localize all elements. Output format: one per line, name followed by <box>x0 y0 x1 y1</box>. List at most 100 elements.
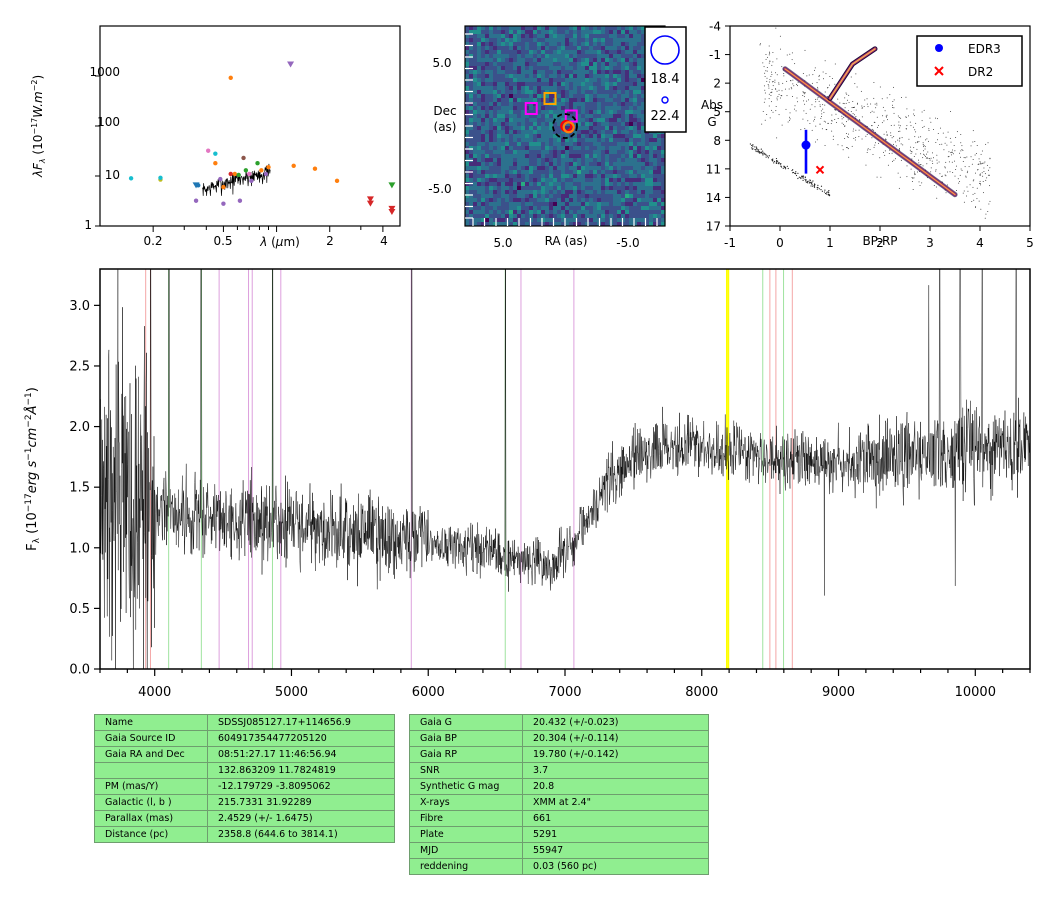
image-pixel <box>573 122 578 127</box>
image-pixel <box>641 94 646 99</box>
hr-field-star <box>808 74 810 76</box>
image-pixel <box>473 78 478 83</box>
image-pixel <box>549 214 554 219</box>
image-pixel <box>593 126 598 131</box>
image-pixel <box>489 162 494 167</box>
image-pixel <box>549 74 554 79</box>
hr-field-star <box>891 152 893 154</box>
image-pixel <box>569 158 574 163</box>
hr-field-star <box>843 103 845 105</box>
image-pixel <box>481 158 486 163</box>
hr-field-star <box>779 35 781 37</box>
image-pixel <box>613 82 618 87</box>
hr-wd-star <box>772 158 774 160</box>
image-pixel <box>601 54 606 59</box>
image-pixel <box>617 214 622 219</box>
image-pixel <box>609 190 614 195</box>
image-pixel <box>541 122 546 127</box>
image-pixel <box>537 194 542 199</box>
image-pixel <box>625 94 630 99</box>
image-pixel <box>517 178 522 183</box>
hr-field-star <box>983 162 985 164</box>
image-pixel <box>589 142 594 147</box>
image-pixel <box>473 66 478 71</box>
hr-field-star <box>884 150 886 152</box>
hr-field-star <box>898 121 900 123</box>
image-pixel <box>561 206 566 211</box>
sed-ytick-100: 100 <box>97 115 120 129</box>
image-pixel <box>565 58 570 63</box>
image-pixel <box>473 50 478 55</box>
image-pixel <box>601 162 606 167</box>
table-value: 55947 <box>522 842 709 859</box>
hr-field-star <box>914 171 916 173</box>
image-pixel <box>605 218 610 223</box>
image-pixel <box>577 190 582 195</box>
image-pixel <box>641 66 646 71</box>
image-pixel <box>641 222 646 226</box>
image-pixel <box>633 90 638 95</box>
image-pixel <box>537 78 542 83</box>
image-pixel <box>629 206 634 211</box>
image-pixel <box>525 54 530 59</box>
image-pixel <box>549 198 554 203</box>
image-pixel <box>525 38 530 43</box>
image-ytick-top: 5.0 <box>432 56 451 70</box>
image-pixel <box>565 114 570 119</box>
image-pixel <box>561 102 566 107</box>
image-pixel <box>533 58 538 63</box>
image-pixel <box>613 218 618 223</box>
hr-field-star <box>797 81 799 83</box>
image-pixel <box>525 138 530 143</box>
image-pixel <box>481 154 486 159</box>
image-pixel <box>573 50 578 55</box>
image-pixel <box>537 122 542 127</box>
image-pixel <box>537 174 542 179</box>
image-pixel <box>613 170 618 175</box>
image-pixel <box>549 86 554 91</box>
hr-field-star <box>924 146 926 148</box>
hr-field-star <box>937 133 939 135</box>
image-pixel <box>529 134 534 139</box>
image-pixel <box>577 50 582 55</box>
image-pixel <box>641 90 646 95</box>
image-pixel <box>505 150 510 155</box>
image-pixel <box>597 194 602 199</box>
image-pixel <box>589 30 594 35</box>
image-pixel <box>593 194 598 199</box>
image-pixel <box>597 166 602 171</box>
image-pixel <box>477 42 482 47</box>
image-pixel <box>481 186 486 191</box>
image-pixel <box>521 218 526 223</box>
image-pixel <box>469 42 474 47</box>
image-pixel <box>613 150 618 155</box>
image-pixel <box>645 210 650 215</box>
image-pixel <box>645 134 650 139</box>
sed-point <box>266 164 271 170</box>
image-pixel <box>541 134 546 139</box>
image-pixel <box>601 206 606 211</box>
image-pixel <box>509 190 514 195</box>
image-pixel <box>545 218 550 223</box>
image-pixel <box>573 94 578 99</box>
image-pixel <box>593 186 598 191</box>
hr-wd-star <box>811 181 813 183</box>
image-pixel <box>581 166 586 171</box>
image-pixel <box>529 214 534 219</box>
image-pixel <box>641 50 646 55</box>
image-pixel <box>633 26 638 31</box>
image-pixel <box>565 210 570 215</box>
image-pixel <box>621 34 626 39</box>
hr-field-star <box>863 106 865 108</box>
hr-field-star <box>765 70 767 72</box>
image-pixel <box>621 130 626 135</box>
image-pixel <box>557 222 562 226</box>
image-pixel <box>573 150 578 155</box>
image-pixel <box>541 58 546 63</box>
image-pixel <box>521 54 526 59</box>
image-pixel <box>577 130 582 135</box>
image-pixel <box>617 190 622 195</box>
image-pixel <box>585 210 590 215</box>
image-pixel <box>633 46 638 51</box>
image-pixel <box>641 42 646 47</box>
